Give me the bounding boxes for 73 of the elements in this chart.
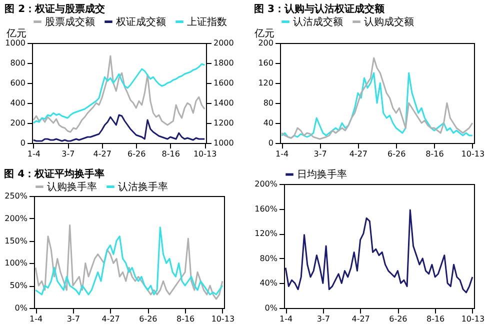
line-series <box>32 63 206 124</box>
y-tick-label: 150% <box>4 236 28 246</box>
legend-label: 日均换手率 <box>297 168 347 180</box>
chart-title: 图 2：权证与股票成交 <box>4 3 106 15</box>
x-tick-label: 3-7 <box>66 314 80 324</box>
x-tick-label: 4-27 <box>102 314 120 324</box>
y-tick-label: 1000 <box>5 38 26 48</box>
line-series <box>32 55 206 133</box>
y-tick-label: 80 <box>263 98 274 108</box>
x-tick-label: 1-4 <box>276 150 289 158</box>
x-tick-label: 8-16 <box>426 314 445 324</box>
x-tick-label: 6-26 <box>389 314 408 324</box>
x-tick-label: 1-4 <box>27 150 40 158</box>
legend-label: 权证成交额 <box>115 16 166 28</box>
x-tick-label: 3-7 <box>62 150 75 158</box>
legend-label: 上证指数 <box>187 16 227 28</box>
y-tick-label: 600 <box>10 78 26 88</box>
chart-title: 图 3：认购与认沽权证成交额 <box>254 3 386 15</box>
x-tick-label: 6-26 <box>388 150 406 158</box>
x-tick-label: 3-7 <box>314 150 327 158</box>
x-tick-label: 3-7 <box>316 314 330 324</box>
y2-tick-label: 1400 <box>214 98 234 108</box>
y-tick-label: 100% <box>4 258 28 268</box>
legend-label: 认购换手率 <box>47 180 97 193</box>
y-axis-title: 亿元 <box>6 28 26 40</box>
x-tick-label: 1-4 <box>30 314 43 324</box>
x-tick-label: 8-16 <box>176 314 195 324</box>
x-tick-label: 4-27 <box>349 150 368 158</box>
y-tick-label: 200% <box>254 180 278 188</box>
y-axis-title: 亿元 <box>254 28 274 40</box>
line-series <box>280 72 474 139</box>
x-tick-label: 10-13 <box>193 150 217 158</box>
y2-tick-label: 1800 <box>214 58 234 68</box>
y-tick-label: 160 <box>258 58 274 68</box>
x-tick-label: 1-4 <box>280 314 293 324</box>
line-series <box>284 209 474 294</box>
legend-label: 认沽换手率 <box>118 180 168 193</box>
y-tick-label: 80% <box>260 254 278 263</box>
x-tick-label: 4-27 <box>93 150 112 158</box>
y-tick-label: 400 <box>10 98 26 108</box>
y-tick-label: 0 <box>268 138 274 148</box>
y-tick-label: 200 <box>258 38 274 48</box>
y-tick-label: 200% <box>4 214 28 223</box>
y-tick-label: 250% <box>4 192 28 200</box>
y-tick-label: 0% <box>14 304 28 312</box>
x-tick-label: 6-26 <box>128 150 146 158</box>
y-tick-label: 120 <box>258 78 274 88</box>
legend-label: 认沽成交额 <box>293 16 343 28</box>
y-tick-label: 160% <box>254 204 278 214</box>
y-tick-label: 40 <box>263 118 274 128</box>
y2-tick-label: 1200 <box>214 118 234 128</box>
legend-label: 股票成交额 <box>45 16 95 28</box>
y2-tick-label: 1600 <box>214 78 234 88</box>
x-tick-label: 8-16 <box>426 150 444 158</box>
y-tick-label: 800 <box>10 58 26 68</box>
x-tick-label: 4-27 <box>352 314 370 324</box>
y-tick-label: 0% <box>264 304 278 312</box>
x-tick-label: 10-13 <box>461 314 485 324</box>
y2-tick-label: 2000 <box>214 38 234 48</box>
x-tick-label: 8-16 <box>162 150 180 158</box>
y-tick-label: 0 <box>20 138 26 148</box>
x-tick-label: 6-26 <box>139 314 158 324</box>
x-tick-label: 10-13 <box>461 150 485 158</box>
line-series <box>280 57 474 140</box>
x-tick-label: 10-13 <box>211 314 235 324</box>
y-tick-label: 50% <box>10 281 28 290</box>
line-series <box>32 114 206 142</box>
y-tick-label: 120% <box>254 229 278 238</box>
chart-title: 图 4：权证平均换手率 <box>4 168 105 180</box>
y2-tick-label: 1000 <box>214 138 234 148</box>
legend-label: 认购成交额 <box>364 16 414 28</box>
y-tick-label: 200 <box>10 118 26 128</box>
y-tick-label: 40% <box>260 278 278 288</box>
